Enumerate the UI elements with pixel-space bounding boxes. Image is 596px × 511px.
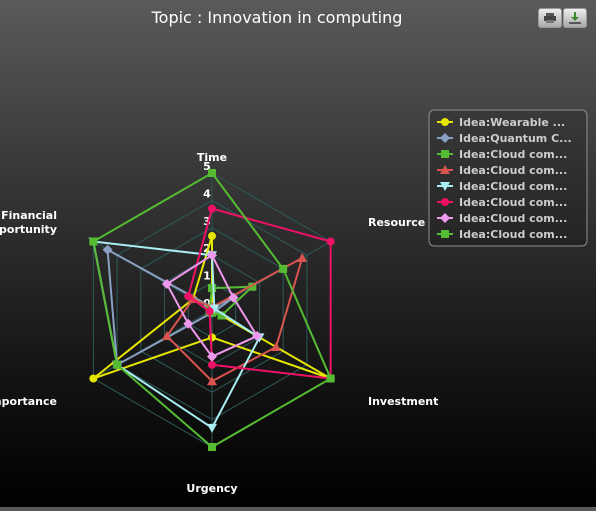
axis-label: Financialopportunity xyxy=(0,209,57,236)
legend-label[interactable]: Idea:Cloud com... xyxy=(459,196,567,209)
legend-item[interactable]: Idea:Cloud com... xyxy=(437,180,567,193)
data-point[interactable] xyxy=(217,311,226,320)
data-point[interactable] xyxy=(89,237,98,246)
data-point[interactable] xyxy=(89,374,98,383)
data-point[interactable] xyxy=(208,443,216,451)
data-point[interactable] xyxy=(326,374,335,383)
axis-label-line: Financial xyxy=(1,209,57,222)
data-point[interactable] xyxy=(184,292,193,301)
tick-label: 3 xyxy=(203,215,211,228)
tick-label: 5 xyxy=(203,160,211,173)
series-line[interactable] xyxy=(92,240,261,430)
tick-label: 2 xyxy=(203,242,211,255)
legend-marker[interactable] xyxy=(441,198,449,206)
data-point[interactable] xyxy=(279,264,288,273)
data-point[interactable] xyxy=(207,423,217,433)
data-point[interactable] xyxy=(161,278,172,289)
data-point[interactable] xyxy=(208,204,216,213)
series-7[interactable] xyxy=(89,169,335,451)
data-point[interactable] xyxy=(161,331,172,341)
legend-item[interactable]: Idea:Cloud com... xyxy=(437,228,567,241)
legend-marker[interactable] xyxy=(440,165,450,174)
axis-label-line: opportunity xyxy=(0,223,57,236)
axis-label: Time xyxy=(197,151,227,164)
legend-marker[interactable] xyxy=(441,118,449,126)
data-point[interactable] xyxy=(208,360,216,369)
legend-item[interactable]: Idea:Cloud com... xyxy=(437,148,567,161)
legend-marker[interactable] xyxy=(440,133,450,143)
data-point[interactable] xyxy=(208,284,216,293)
legend-label[interactable]: Idea:Cloud com... xyxy=(459,164,567,177)
legend-item[interactable]: Idea:Quantum C... xyxy=(437,132,572,145)
data-point[interactable] xyxy=(208,232,216,241)
legend-label[interactable]: Idea:Cloud com... xyxy=(459,180,567,193)
data-point[interactable] xyxy=(113,360,122,369)
legend-label[interactable]: Idea:Quantum C... xyxy=(459,132,572,145)
legend-item[interactable]: Idea:Cloud com... xyxy=(437,164,567,177)
data-point[interactable] xyxy=(209,304,220,314)
data-point[interactable] xyxy=(102,244,113,255)
series-6[interactable] xyxy=(161,250,263,362)
data-point[interactable] xyxy=(208,169,216,177)
legend[interactable]: Idea:Wearable ... Idea:Quantum C... Idea:C… xyxy=(428,109,588,247)
series-group xyxy=(88,169,335,451)
axis-label: Importance xyxy=(0,395,57,408)
data-point[interactable] xyxy=(183,318,194,329)
legend-marker[interactable] xyxy=(441,230,449,238)
data-point[interactable] xyxy=(297,252,308,262)
printer-icon xyxy=(544,13,556,23)
legend-box xyxy=(428,109,588,247)
print-button[interactable] xyxy=(538,8,562,28)
data-point[interactable] xyxy=(208,333,216,342)
axis-label: Resource xyxy=(368,216,425,229)
legend-label[interactable]: Idea:Wearable ... xyxy=(459,116,565,129)
legend-marker[interactable] xyxy=(440,213,450,223)
download-icon xyxy=(569,12,581,24)
tick-label: 4 xyxy=(203,187,211,200)
data-point[interactable] xyxy=(207,250,217,261)
legend-label[interactable]: Idea:Cloud com... xyxy=(459,228,567,241)
tick-label: 1 xyxy=(203,270,211,283)
data-point[interactable] xyxy=(271,341,282,351)
series-line[interactable] xyxy=(165,255,304,383)
legend-item[interactable]: Idea:Cloud com... xyxy=(437,196,567,209)
data-point[interactable] xyxy=(207,351,217,362)
data-point[interactable] xyxy=(205,307,214,316)
legend-item[interactable]: Idea:Cloud com... xyxy=(437,212,567,225)
data-point[interactable] xyxy=(207,376,217,386)
legend-marker[interactable] xyxy=(440,182,450,191)
axis-label: Urgency xyxy=(186,482,237,495)
data-point[interactable] xyxy=(228,292,239,303)
data-point[interactable] xyxy=(252,331,263,342)
axis-labels: Time Resource Investment Urgency Importance F… xyxy=(0,151,438,495)
chart-title: Topic : Innovation in computing xyxy=(151,8,403,27)
data-point[interactable] xyxy=(326,237,335,246)
export-button[interactable] xyxy=(563,8,587,28)
data-point[interactable] xyxy=(248,282,257,291)
legend-item[interactable]: Idea:Wearable ... xyxy=(437,116,565,129)
legend-marker[interactable] xyxy=(441,150,449,158)
legend-label[interactable]: Idea:Cloud com... xyxy=(459,148,567,161)
axis-label: Investment xyxy=(368,395,438,408)
legend-label[interactable]: Idea:Cloud com... xyxy=(459,212,567,225)
